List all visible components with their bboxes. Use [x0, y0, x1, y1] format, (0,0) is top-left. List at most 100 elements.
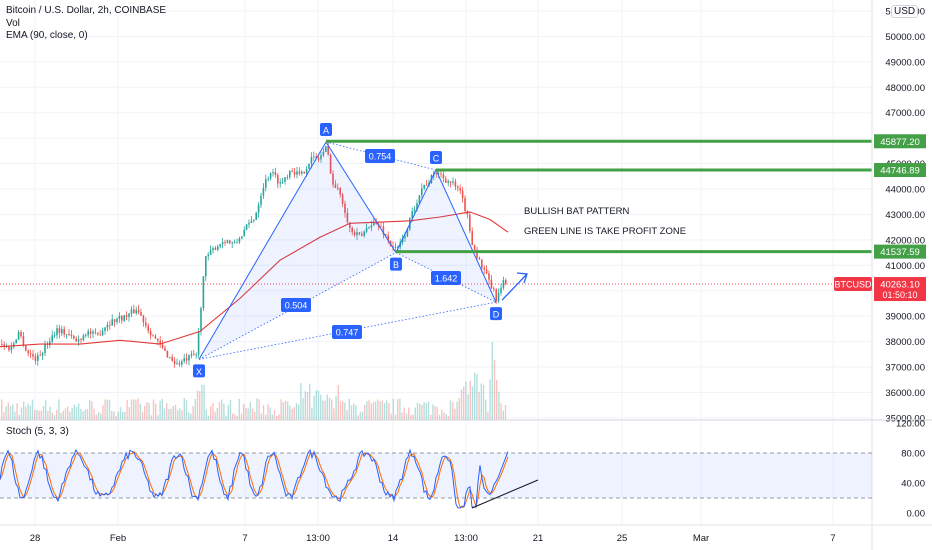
- candle: [178, 360, 181, 367]
- candle: [130, 306, 133, 318]
- currency-unit-button[interactable]: USD: [891, 5, 919, 18]
- volume-bar: [27, 403, 29, 420]
- candle: [320, 152, 322, 163]
- volume-bar: [306, 392, 309, 420]
- volume-bar: [130, 399, 133, 420]
- candle: [209, 245, 212, 256]
- stoch-trendline[interactable]: [471, 479, 539, 509]
- volume-bar: [84, 409, 86, 420]
- candle: [238, 236, 241, 245]
- candle: [15, 338, 17, 344]
- volume-bar: [441, 409, 443, 420]
- candle: [173, 357, 176, 368]
- volume-bar: [126, 399, 128, 420]
- volume-bar: [210, 406, 212, 420]
- volume-bar: [256, 398, 258, 420]
- candle: [495, 288, 497, 304]
- candle: [109, 320, 111, 331]
- candle: [113, 319, 116, 327]
- volume-bar: [267, 404, 269, 420]
- projection-arrow: [501, 273, 528, 301]
- volume-bar: [392, 398, 394, 420]
- volume-bar: [152, 399, 155, 420]
- volume-bar: [23, 401, 25, 420]
- candle: [89, 328, 92, 339]
- volume-bar: [416, 402, 419, 420]
- volume-bar: [51, 412, 53, 420]
- volume-bar: [12, 404, 14, 420]
- volume-bar: [328, 397, 331, 420]
- candle: [505, 278, 507, 286]
- volume-bar: [265, 414, 267, 420]
- volume-bar: [397, 399, 399, 420]
- candle: [454, 178, 457, 191]
- price-tick-label: 47000.00: [885, 108, 925, 119]
- volume-bar: [476, 374, 478, 420]
- candle: [63, 325, 65, 338]
- candle: [56, 324, 58, 339]
- volume-bar: [159, 400, 161, 420]
- volume-bar: [238, 398, 240, 420]
- candle: [392, 241, 394, 251]
- volume-bar: [245, 407, 247, 420]
- candle: [269, 172, 272, 181]
- volume-bar: [128, 407, 130, 420]
- volume-bar: [108, 399, 111, 420]
- bat-pattern[interactable]: X A B C D 0.754 0.504 1.642 0.747: [193, 122, 502, 378]
- pattern-leg: [198, 141, 327, 360]
- volume-bar: [335, 396, 337, 420]
- volume-bar: [93, 408, 95, 420]
- volume-bar: [394, 414, 397, 420]
- candle: [277, 173, 279, 189]
- candle: [32, 349, 34, 361]
- volume-bar: [359, 411, 361, 420]
- volume-bar: [491, 341, 493, 420]
- candle: [106, 321, 109, 332]
- candle: [181, 359, 183, 368]
- volume-bar: [388, 403, 390, 420]
- candle: [185, 353, 188, 365]
- stoch-tick-label: 40.00: [901, 479, 925, 490]
- price-tick-label: 44000.00: [885, 185, 925, 196]
- volume-bar: [29, 405, 31, 420]
- candle: [445, 175, 447, 184]
- price-tick-label: 48000.00: [885, 83, 925, 94]
- pattern-ratio-line: [395, 252, 497, 303]
- candle: [1, 339, 3, 348]
- volume-bar: [243, 403, 245, 420]
- ratio-label: 1.642: [431, 271, 461, 285]
- volume-bar: [240, 413, 243, 420]
- volume-bar: [67, 406, 69, 420]
- candle: [293, 167, 296, 178]
- candle: [327, 141, 329, 156]
- volume-bar: [185, 400, 188, 420]
- candle: [142, 314, 145, 327]
- candle: [226, 239, 229, 244]
- volume-bar: [383, 402, 386, 420]
- candle: [219, 244, 221, 249]
- volume-bar: [300, 383, 302, 420]
- candle: [286, 174, 289, 180]
- volume-bar: [102, 405, 104, 420]
- volume-bar: [458, 398, 460, 420]
- candle: [70, 329, 73, 339]
- volume-bar: [502, 410, 504, 420]
- volume-bar: [260, 413, 262, 420]
- volume-bar: [190, 413, 192, 420]
- candle: [85, 333, 87, 338]
- volume-bar: [1, 399, 3, 420]
- volume-bar: [386, 400, 388, 420]
- volume-bar: [287, 401, 289, 420]
- candle: [231, 241, 233, 248]
- candle: [351, 226, 353, 236]
- volume-bar: [212, 402, 214, 420]
- volume-bar: [438, 414, 441, 420]
- candle: [94, 328, 97, 335]
- time-tick-label: 13:00: [306, 533, 330, 544]
- volume-bar: [445, 413, 447, 420]
- volume-bar: [47, 411, 49, 420]
- volume-bar: [333, 408, 335, 420]
- candle: [133, 304, 135, 314]
- volume-bar: [137, 398, 139, 420]
